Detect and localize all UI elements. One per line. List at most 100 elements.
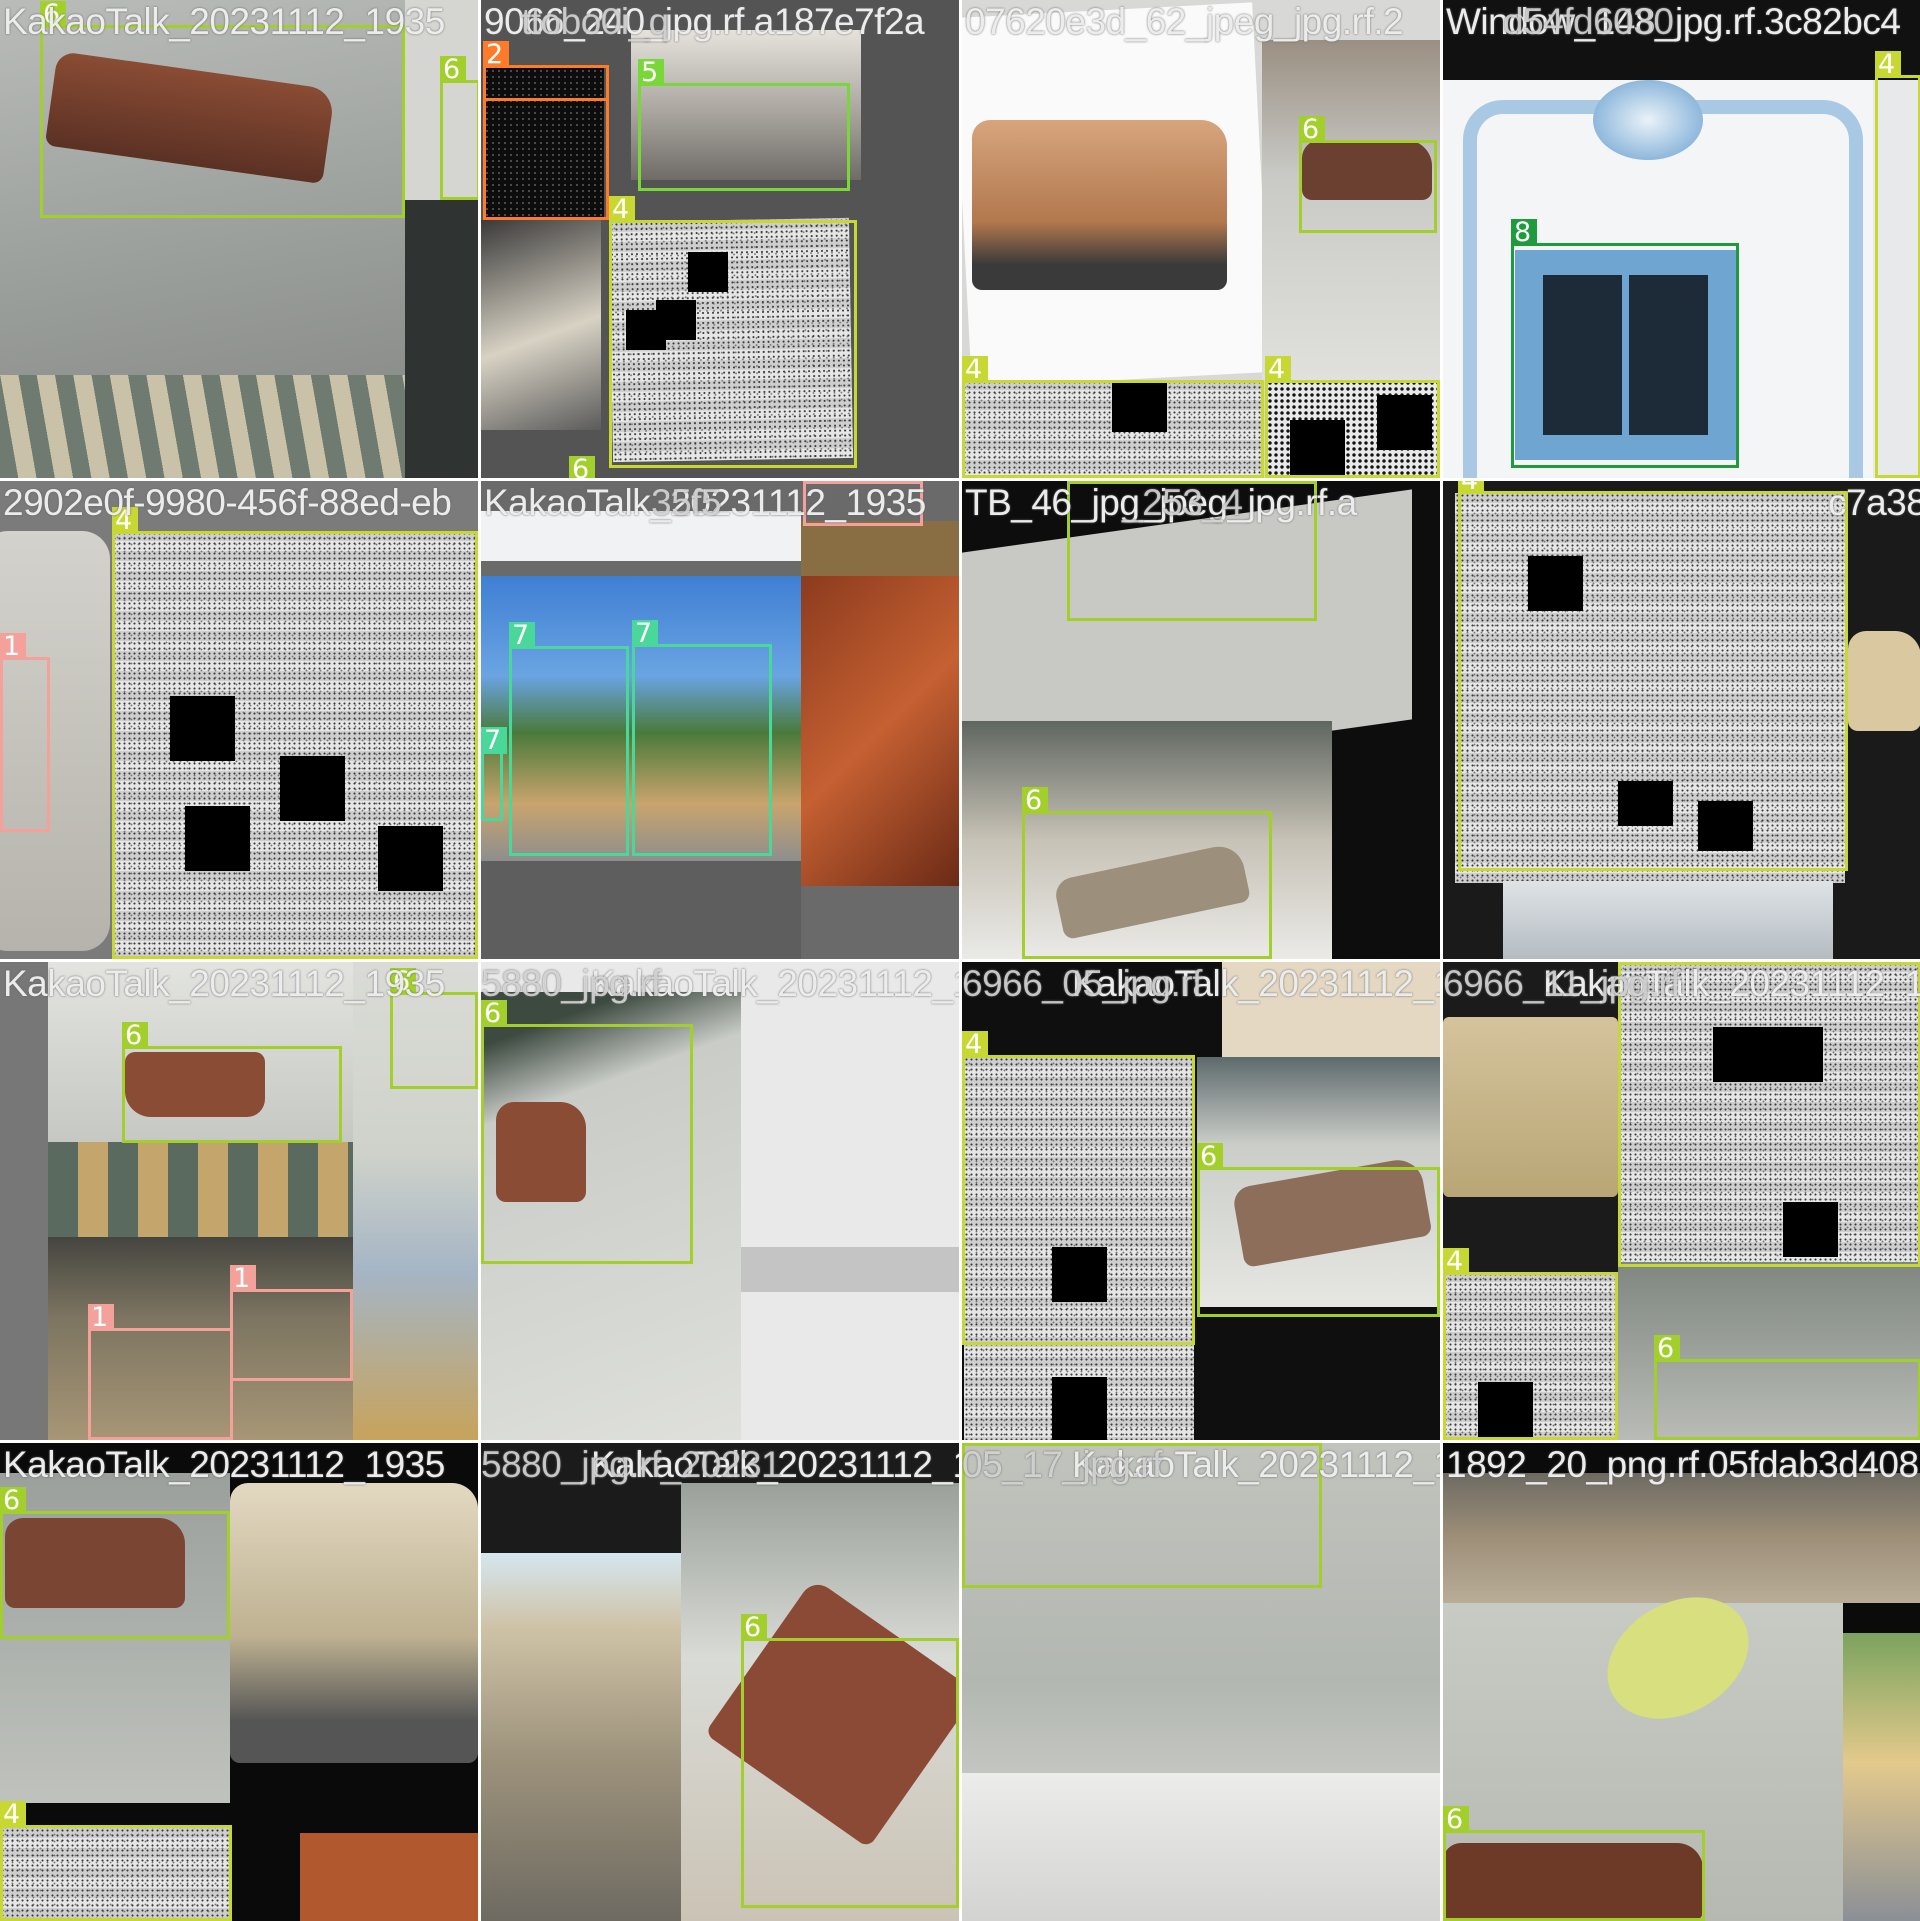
cutout-square [170, 696, 235, 761]
detection-box: 6 [1022, 787, 1272, 959]
class-label: 6 [1022, 787, 1048, 814]
class-label: 6 [1197, 1143, 1223, 1170]
scene-dark-corner [962, 1773, 1440, 1921]
class-label: 5 [638, 59, 664, 86]
image-filename: c7a38c [1828, 482, 1920, 523]
tank-abrams [972, 120, 1227, 290]
detection-box: 7 [509, 622, 629, 856]
class-label: 7 [509, 622, 535, 649]
scene-ceiling [481, 511, 801, 561]
detection-box: 4 [1875, 51, 1920, 478]
mosaic-tile: 6 1892_20_png.rf.05fdab3d408 [1443, 1443, 1920, 1921]
scene-building [1843, 1633, 1920, 1921]
class-label: 6 [1654, 1335, 1680, 1362]
image-filename-overlay: d54fd6030 [1503, 1, 1674, 42]
class-label: 2 [483, 41, 509, 68]
image-filename-overlay: 35f5 [651, 482, 722, 523]
tank-model [5, 1518, 185, 1608]
detection-box: 6 [1197, 1143, 1440, 1317]
scene-rock-top [801, 521, 959, 576]
detection-box: 4 [609, 196, 857, 468]
class-label: 4 [1265, 356, 1291, 383]
mosaic-tile: 6 4 4 07620e3d_62_jpeg_jpg.rf.2 [962, 0, 1440, 478]
mosaic-tile: 2 2 5 4 6 9066_240_jpg.rf.a187e7f2a ttob… [481, 0, 959, 478]
detection-box: 6 [1443, 1806, 1705, 1921]
scene-tank-photo [481, 220, 601, 430]
image-filename: KakaoTalk_20231112_1935 [3, 1, 445, 42]
class-label: 6 [1443, 1806, 1469, 1833]
class-label: 4 [962, 356, 988, 383]
detection-box: 6 [1654, 1335, 1920, 1440]
image-filename-overlay: 6966_11_jpg.rf [1443, 963, 1681, 1004]
scene-dark-window [405, 200, 478, 478]
image-filename: KakaoTalk_20231112_19365 [1072, 963, 1440, 1004]
cutout-square [1618, 781, 1673, 826]
detection-box: 6 [440, 56, 478, 200]
detection-box: 4 [962, 1031, 1195, 1345]
detection-box: 4 [1618, 962, 1920, 1267]
image-filename: TB_46_jpg_jpeg_jpg.rf.a [965, 482, 1357, 523]
cutout-square [378, 826, 443, 891]
mosaic-tile: 6 6 TB_46_jpg_jpeg_jpg.rf.a _253_4 [962, 481, 1440, 959]
scene-tank-tracks [1443, 1473, 1920, 1603]
class-label: 6 [390, 968, 416, 995]
detection-box: 1 [0, 633, 50, 832]
image-filename: KakaoTalk_20231112_19365 [591, 963, 959, 1004]
class-label: 6 [0, 1487, 26, 1514]
cutout-square [1112, 382, 1167, 432]
scene-gray-band [741, 1247, 959, 1292]
cutout-square [1052, 1247, 1107, 1302]
tank-model [1302, 140, 1432, 200]
cutout-square [1713, 1027, 1768, 1082]
detection-box: 6 [1067, 481, 1317, 621]
cutout-square [656, 300, 696, 340]
class-label: 1 [0, 633, 26, 660]
scene-red-rocks [300, 1833, 478, 1921]
mosaic-tile: 4 6 KakaoTalk_20231112_19365 6966_05_jpg… [962, 962, 1440, 1440]
image-filename-overlay: 5880_jpg.rf_20231 [481, 1444, 782, 1485]
detection-box: 1 [803, 481, 923, 526]
class-label: 7 [632, 620, 658, 647]
scene-office-lobby [631, 30, 861, 180]
class-label: 4 [609, 196, 635, 223]
mosaic-tile: 1 4 2902e0f-9980-456f-88ed-eb [0, 481, 478, 959]
cutout-square [688, 252, 728, 292]
class-label: 4 [112, 507, 138, 534]
tank-model [496, 1102, 586, 1202]
mosaic-tile: 8 4 Window_148_jpg.rf.3c82bc4 d54fd6030 [1443, 0, 1920, 478]
class-label: 1 [803, 481, 829, 484]
class-label: 6 [741, 1614, 767, 1641]
mosaic-tile: 1 7 7 7 KakaoTalk_20231112_1935 35f5 [481, 481, 959, 959]
scene-noise-square [1618, 962, 1920, 1262]
detection-box: 4 [1458, 481, 1848, 871]
mosaic-tile: 4 c7a38c [1443, 481, 1920, 959]
detection-box: 6 [0, 1487, 230, 1639]
scene-road [481, 861, 801, 959]
detection-box: 5 [638, 59, 850, 191]
image-filename: KakaoTalk_20231112_1935 [1543, 963, 1920, 1004]
cutout-square [1698, 801, 1753, 851]
image-filename: KakaoTalk_20231112_1935 [1072, 1444, 1440, 1485]
detection-box: 6 [741, 1614, 959, 1908]
class-label: 4 [1458, 481, 1484, 494]
cutout-square [1478, 1382, 1533, 1440]
scene-beach [481, 1553, 681, 1921]
mosaic-tile: 4 4 6 KakaoTalk_20231112_1935 6966_11_jp… [1443, 962, 1920, 1440]
image-filename: KakaoTalk_20231112_1936 [591, 1444, 959, 1485]
image-filename: KakaoTalk_20231112_1935 [3, 963, 445, 1004]
class-label: 6 [122, 1022, 148, 1049]
tank-model [1848, 631, 1920, 731]
scene-ornament-rosette [1593, 80, 1703, 160]
class-label: 6 [1299, 116, 1325, 143]
class-label: 6 [1067, 481, 1093, 484]
image-filename-overlay: _253_4 [1122, 482, 1243, 523]
detection-box: 4 [1265, 356, 1440, 478]
class-label: 6 [569, 456, 595, 478]
tank-abrams [230, 1483, 478, 1763]
cutout-square [1052, 1377, 1107, 1440]
class-label: 6 [962, 1443, 988, 1446]
detection-box: 8 [1511, 219, 1739, 468]
mosaic-tile: 6 KakaoTalk_20231112_1935 05_17_jpg.rf [962, 1443, 1440, 1921]
class-label: 4 [962, 1031, 988, 1058]
